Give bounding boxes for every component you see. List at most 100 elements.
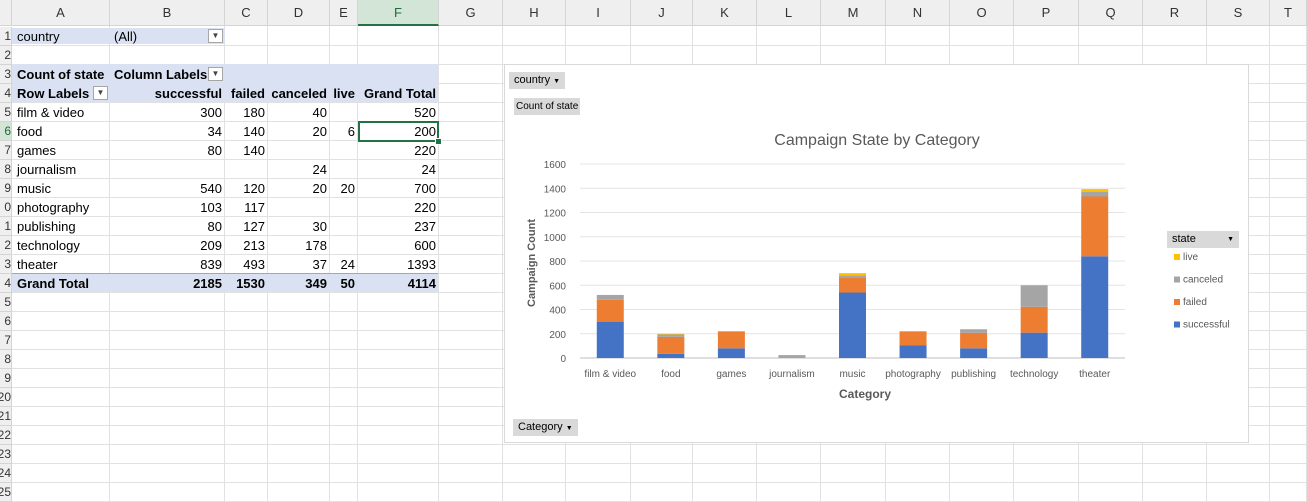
row-header-21[interactable]: 21	[0, 407, 12, 426]
row-header-13[interactable]: 3	[0, 255, 12, 274]
legend-label-live[interactable]: live	[1183, 252, 1198, 263]
legend-label-canceled[interactable]: canceled	[1183, 275, 1223, 286]
row-header-15[interactable]: 5	[0, 293, 12, 312]
column-header-i[interactable]: I	[566, 0, 631, 26]
value-cell: 34	[207, 124, 222, 139]
bar-failed[interactable]	[657, 336, 685, 354]
bar-live[interactable]	[1081, 189, 1109, 193]
column-header-f[interactable]: F	[358, 0, 439, 26]
bar-live[interactable]	[839, 273, 866, 276]
row-header-20[interactable]: 20	[0, 388, 12, 407]
filter-dropdown-button[interactable]: ▼	[208, 29, 223, 43]
row-header-18[interactable]: 8	[0, 350, 12, 369]
country-field-button[interactable]: country ▼	[509, 72, 566, 89]
bar-successful[interactable]	[1020, 332, 1048, 358]
row-header-7[interactable]: 7	[0, 141, 12, 160]
y-tick-label: 1200	[544, 209, 567, 220]
column-header-c[interactable]: C	[225, 0, 268, 26]
value-cell: 24	[312, 162, 327, 177]
column-header-t[interactable]: T	[1270, 0, 1307, 26]
row-header-23[interactable]: 23	[0, 445, 12, 464]
selected-cell-f6[interactable]	[358, 121, 439, 142]
column-header-b[interactable]: B	[110, 0, 225, 26]
column-header-e[interactable]: E	[330, 0, 358, 26]
bar-failed[interactable]	[960, 332, 988, 349]
value-cell	[330, 160, 355, 179]
row-header-2[interactable]: 2	[0, 46, 12, 65]
bar-canceled[interactable]	[596, 294, 624, 300]
select-all-corner[interactable]	[0, 0, 12, 26]
bar-failed[interactable]	[1020, 306, 1048, 333]
row-header-3[interactable]: 3	[0, 65, 12, 84]
row-header-11[interactable]: 1	[0, 217, 12, 236]
column-header-s[interactable]: S	[1207, 0, 1270, 26]
row-header-4[interactable]: 4	[0, 84, 12, 103]
row-header-17[interactable]: 7	[0, 331, 12, 350]
column-header-label: failed	[231, 86, 265, 101]
bar-canceled[interactable]	[778, 355, 806, 358]
column-header-k[interactable]: K	[693, 0, 757, 26]
column-header-h[interactable]: H	[503, 0, 566, 26]
row-header-25[interactable]: 25	[0, 483, 12, 502]
legend-label-successful[interactable]: successful	[1183, 320, 1230, 331]
column-labels-dropdown-button[interactable]: ▼	[208, 67, 223, 81]
state-legend-field-button[interactable]: state ▼	[1167, 231, 1239, 248]
y-tick-label: 600	[549, 281, 566, 292]
column-header-p[interactable]: P	[1014, 0, 1079, 26]
pivot-chart[interactable]: country ▼ Count of state Category ▼ stat…	[504, 64, 1249, 443]
value-cell: 600	[414, 238, 436, 253]
bar-failed[interactable]	[717, 331, 745, 349]
column-header-label: successful	[154, 86, 222, 101]
column-header-m[interactable]: M	[821, 0, 886, 26]
bar-successful[interactable]	[899, 345, 927, 358]
row-header-9[interactable]: 9	[0, 179, 12, 198]
row-header-6[interactable]: 6	[0, 122, 12, 141]
row-header-14[interactable]: 4	[0, 274, 12, 293]
chart-plot: Campaign State by Category Campaign Coun…	[526, 132, 1230, 401]
column-header-o[interactable]: O	[950, 0, 1014, 26]
column-header-n[interactable]: N	[886, 0, 950, 26]
bar-successful[interactable]	[960, 348, 988, 358]
bar-failed[interactable]	[596, 299, 624, 322]
bar-successful[interactable]	[657, 353, 685, 358]
category-field-button[interactable]: Category ▼	[513, 419, 578, 436]
column-header-q[interactable]: Q	[1079, 0, 1143, 26]
bar-live[interactable]	[657, 333, 685, 335]
column-header-r[interactable]: R	[1143, 0, 1207, 26]
row-header-1[interactable]: 1	[0, 27, 12, 46]
count-of-state-field-button[interactable]: Count of state	[514, 98, 581, 115]
row-header-12[interactable]: 2	[0, 236, 12, 255]
column-header-d[interactable]: D	[268, 0, 330, 26]
chevron-down-icon: ▼	[553, 78, 561, 85]
column-header-a[interactable]: A	[12, 0, 110, 26]
value-cell: 200	[414, 124, 436, 139]
bar-failed[interactable]	[899, 331, 927, 346]
bar-canceled[interactable]	[1020, 285, 1048, 307]
bar-canceled[interactable]	[657, 334, 685, 337]
bar-failed[interactable]	[839, 277, 866, 293]
fill-handle[interactable]	[435, 138, 442, 145]
bar-successful[interactable]	[596, 321, 624, 358]
row-header-19[interactable]: 9	[0, 369, 12, 388]
bar-failed[interactable]	[1081, 196, 1109, 257]
bar-successful[interactable]	[717, 348, 745, 358]
row-header-5[interactable]: 5	[0, 103, 12, 122]
value-cell: 37	[312, 257, 327, 272]
bar-canceled[interactable]	[839, 275, 866, 278]
row-header-22[interactable]: 22	[0, 426, 12, 445]
column-header-g[interactable]: G	[439, 0, 503, 26]
column-header-j[interactable]: J	[631, 0, 693, 26]
column-header-l[interactable]: L	[757, 0, 821, 26]
row-header-16[interactable]: 6	[0, 312, 12, 331]
bar-canceled[interactable]	[960, 329, 988, 333]
bar-canceled[interactable]	[1081, 192, 1109, 197]
row-labels-dropdown-button[interactable]: ▼	[93, 86, 108, 100]
state-field-label: state	[1172, 233, 1196, 245]
row-header-8[interactable]: 8	[0, 160, 12, 179]
row-header-10[interactable]: 0	[0, 198, 12, 217]
bar-successful[interactable]	[1081, 256, 1109, 358]
bar-successful[interactable]	[839, 292, 866, 358]
value-cell: 80	[207, 143, 222, 158]
legend-label-failed[interactable]: failed	[1183, 297, 1207, 308]
row-header-24[interactable]: 24	[0, 464, 12, 483]
